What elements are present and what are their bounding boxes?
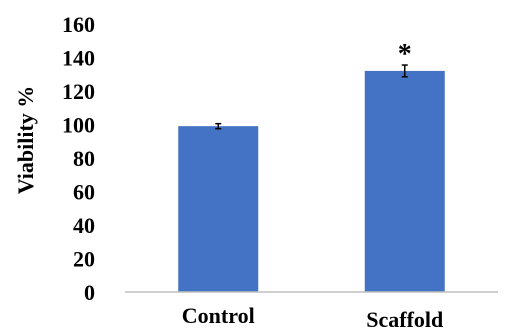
y-tick-label: 80 [73,146,95,171]
error-bar [215,122,222,130]
y-tick-label: 160 [62,12,95,37]
x-axis-category-labels: Control Scaffold [182,303,443,329]
y-tick-label: 0 [84,280,95,305]
y-tick-label: 20 [73,247,95,272]
significance-marker: * [398,39,412,70]
annotations: * [398,39,412,70]
bar [178,126,259,292]
y-axis-title: Viability % [13,86,38,195]
y-tick-label: 140 [62,46,95,71]
y-tick-label: 100 [62,113,95,138]
x-category-label: Control [182,303,255,328]
y-axis-ticks: 0 20 40 60 80 100 120 140 160 [62,12,95,305]
bar [364,70,445,293]
y-tick-label: 120 [62,79,95,104]
x-category-label: Scaffold [366,307,443,329]
bars [178,70,445,293]
y-tick-label: 40 [73,213,95,238]
error-bars [215,64,408,130]
y-axis-title-group: Viability % [13,86,38,195]
y-tick-label: 60 [73,180,95,205]
error-bar [401,64,408,78]
